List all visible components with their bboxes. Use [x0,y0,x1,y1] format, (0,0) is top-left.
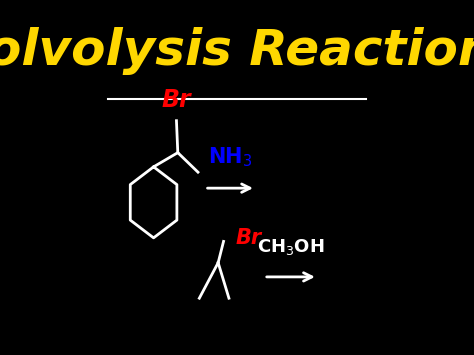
Text: CH$_3$OH: CH$_3$OH [257,237,325,257]
Text: Solvolysis Reactions: Solvolysis Reactions [0,27,474,76]
Text: Br: Br [236,228,262,248]
Text: NH$_3$: NH$_3$ [208,145,253,169]
Text: Br: Br [162,88,191,112]
